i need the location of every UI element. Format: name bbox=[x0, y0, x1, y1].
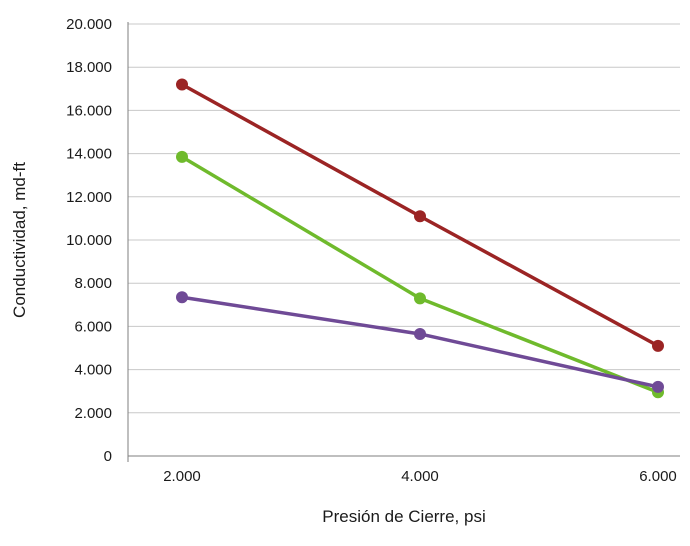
data-point bbox=[414, 292, 426, 305]
x-tick-label: 6.000 bbox=[639, 468, 677, 485]
y-tick-label: 18.000 bbox=[66, 59, 112, 76]
y-tick-label: 8.000 bbox=[74, 275, 112, 292]
y-tick-label: 16.000 bbox=[66, 102, 112, 119]
y-tick-label: 0 bbox=[104, 448, 112, 465]
data-point bbox=[414, 210, 426, 223]
data-point bbox=[176, 78, 188, 91]
y-tick-label: 14.000 bbox=[66, 146, 112, 163]
y-tick-label: 10.000 bbox=[66, 232, 112, 249]
y-tick-labels: 0 2.000 4.000 6.000 8.000 10.000 12.000 14.000 1… bbox=[66, 16, 112, 465]
data-point bbox=[176, 150, 188, 163]
data-point bbox=[176, 291, 188, 304]
gridlines bbox=[128, 23, 680, 414]
y-tick-label: 2.000 bbox=[74, 405, 112, 422]
y-tick-label: 20.000 bbox=[66, 16, 112, 33]
y-tick-label: 6.000 bbox=[74, 318, 112, 335]
y-tick-label: 12.000 bbox=[66, 189, 112, 206]
y-tick-label: 4.000 bbox=[74, 362, 112, 379]
axes bbox=[127, 22, 680, 462]
x-axis-title: Presión de Cierre, psi bbox=[322, 507, 485, 526]
series-line-2 bbox=[180, 155, 660, 395]
x-tick-labels: 2.000 4.000 6.000 bbox=[163, 468, 677, 485]
x-tick-label: 2.000 bbox=[163, 468, 201, 485]
data-point bbox=[652, 339, 664, 352]
y-axis-title: Conductividad, md-ft bbox=[10, 162, 29, 318]
data-point bbox=[414, 327, 426, 340]
series-group bbox=[176, 78, 664, 399]
data-point bbox=[652, 380, 664, 393]
series-line-3 bbox=[180, 295, 660, 389]
x-tick-label: 4.000 bbox=[401, 468, 439, 485]
